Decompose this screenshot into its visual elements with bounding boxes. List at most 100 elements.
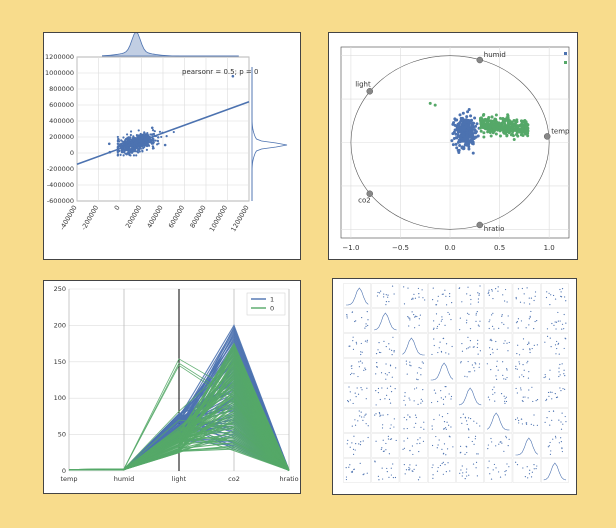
data-point — [466, 475, 468, 477]
data-point — [518, 361, 520, 363]
data-point — [149, 139, 152, 142]
data-point — [477, 324, 479, 326]
data-point — [119, 153, 122, 157]
data-point — [156, 143, 159, 146]
data-point — [436, 327, 438, 329]
data-point — [504, 340, 506, 342]
matrix-cell — [428, 333, 456, 358]
matrix-cell — [399, 358, 428, 383]
data-point — [492, 312, 494, 314]
data-point — [560, 390, 562, 392]
data-point — [137, 129, 140, 132]
data-point — [141, 141, 144, 144]
data-point — [448, 393, 450, 395]
data-point — [122, 136, 125, 139]
data-point — [358, 410, 360, 412]
data-point — [391, 376, 393, 378]
data-point — [379, 413, 381, 415]
data-point — [437, 400, 439, 403]
data-point — [378, 351, 381, 353]
data-point — [466, 312, 469, 314]
data-point — [461, 475, 463, 477]
data-point — [403, 399, 405, 402]
parallel-coordinates-panel: 0 50 100 150 200 250 temp humid light co2 hratio 1 0 — [43, 280, 301, 494]
data-point — [505, 435, 507, 437]
data-point — [382, 439, 384, 441]
x-tick-label: light — [172, 475, 187, 483]
data-point — [468, 474, 470, 476]
data-point — [446, 448, 449, 450]
data-point — [530, 297, 533, 299]
data-point — [454, 118, 458, 122]
y-tick-label: 200000 — [49, 133, 74, 141]
data-point — [533, 344, 535, 346]
data-point — [516, 134, 520, 138]
data-point — [135, 154, 138, 157]
data-point — [385, 363, 387, 365]
data-point — [431, 466, 433, 469]
data-point — [470, 124, 474, 128]
data-point — [388, 343, 390, 345]
data-point — [145, 148, 148, 151]
y-tick-label: 50 — [58, 431, 66, 439]
data-point — [416, 443, 418, 445]
scatter-matrix-plot — [343, 283, 569, 483]
data-point — [384, 373, 387, 375]
data-point — [533, 468, 535, 470]
data-point — [548, 395, 550, 397]
data-point — [386, 467, 388, 470]
data-point — [522, 348, 524, 351]
data-point — [131, 146, 134, 150]
data-point — [494, 113, 498, 117]
data-point — [477, 353, 479, 355]
data-point — [447, 462, 449, 464]
data-point — [560, 428, 563, 430]
data-point — [476, 310, 478, 313]
data-point — [528, 341, 530, 343]
data-point — [352, 336, 354, 338]
matrix-cell — [371, 458, 400, 483]
data-point — [156, 139, 160, 143]
data-point — [546, 335, 549, 337]
x-tick-label: -400000 — [58, 204, 79, 232]
data-point — [450, 426, 452, 428]
data-point — [410, 365, 412, 367]
data-point — [443, 443, 446, 445]
data-point — [132, 154, 136, 157]
data-point — [363, 473, 365, 475]
data-point — [546, 417, 548, 419]
data-point — [487, 444, 489, 446]
data-point — [420, 426, 422, 428]
data-point — [536, 344, 538, 346]
data-point — [414, 414, 417, 416]
x-tick-label: 600000 — [167, 204, 186, 230]
data-point — [488, 399, 491, 401]
data-point — [528, 473, 531, 475]
data-point — [536, 398, 539, 401]
data-point — [390, 424, 392, 426]
data-point — [403, 303, 406, 305]
data-point — [507, 350, 509, 352]
data-point — [503, 342, 505, 344]
data-point — [464, 125, 468, 129]
data-point — [465, 445, 467, 447]
data-point — [443, 428, 445, 430]
data-point — [151, 141, 154, 144]
data-point — [432, 328, 435, 330]
data-point — [348, 386, 350, 388]
data-point — [365, 325, 367, 327]
data-point — [517, 344, 519, 346]
data-point — [445, 428, 447, 430]
x-tick-label: 0.5 — [494, 244, 505, 252]
data-point — [469, 417, 472, 420]
x-tick-label: 1000000 — [208, 204, 229, 233]
data-point — [430, 401, 433, 404]
data-point — [352, 453, 355, 456]
data-point — [432, 477, 434, 480]
data-point — [491, 441, 493, 443]
data-point — [409, 364, 411, 366]
data-point — [461, 342, 463, 345]
data-point — [355, 341, 357, 343]
data-point — [494, 124, 498, 128]
data-point — [555, 396, 558, 399]
